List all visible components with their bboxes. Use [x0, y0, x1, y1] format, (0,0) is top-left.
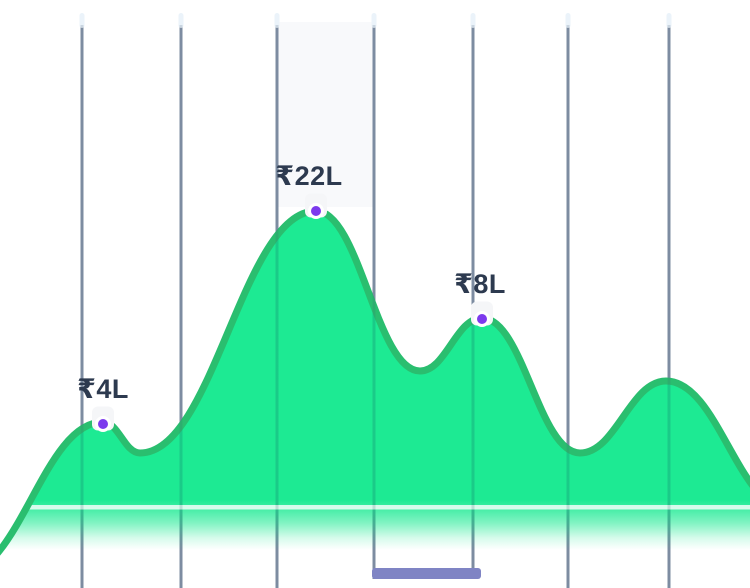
bottom-popover-top[interactable] [372, 568, 481, 588]
gridline-cap [470, 13, 476, 28]
data-point-dot[interactable] [474, 311, 490, 327]
gridline-cap [79, 13, 85, 28]
area-fill[interactable] [0, 211, 750, 588]
gridline-cap [274, 13, 280, 28]
data-label-8l: ₹8L [454, 269, 506, 299]
gridline-cap [565, 13, 571, 28]
data-point-markers [92, 193, 493, 432]
gridline-cap [371, 13, 377, 28]
popover-accent-bar [372, 568, 481, 579]
popover-body [372, 579, 481, 588]
data-label-4l: ₹4L [77, 374, 129, 404]
gridline-ghosts [80, 25, 671, 588]
data-label-22l: ₹22L [275, 161, 342, 191]
data-point-dot[interactable] [308, 203, 324, 219]
gridline-cap [666, 13, 672, 28]
highlight-band [277, 22, 374, 207]
data-point-dot[interactable] [95, 416, 111, 432]
baseline-white-line [0, 505, 750, 510]
gridline-cap [178, 13, 184, 28]
